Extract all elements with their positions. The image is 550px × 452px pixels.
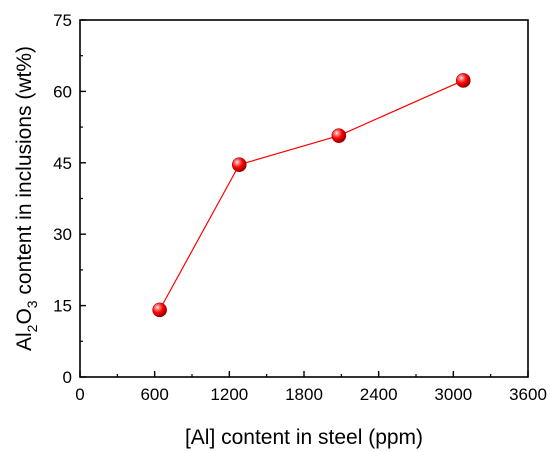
- y-axis-ticks: 0 15 30 45 60 75: [53, 11, 86, 387]
- data-point: [455, 73, 471, 88]
- series-layer: [152, 73, 471, 318]
- y-axis-title-sub1: 2: [24, 324, 40, 332]
- data-point: [331, 128, 347, 143]
- x-tick-label: 3000: [434, 385, 472, 404]
- x-tick-label: 3600: [509, 385, 547, 404]
- y-tick-label: 75: [53, 11, 72, 30]
- data-point: [152, 302, 167, 318]
- plot-frame: [79, 19, 529, 378]
- y-axis-title-mid: O: [13, 308, 36, 324]
- y-axis-title-sub2: 3: [24, 300, 40, 308]
- x-tick-label: 2400: [360, 385, 398, 404]
- y-axis-title: Al2O3 content in inclusions (wt%): [13, 46, 40, 351]
- x-axis-title: [Al] content in steel (ppm): [185, 426, 423, 449]
- y-tick-label: 45: [53, 154, 72, 173]
- y-tick-label: 60: [53, 82, 72, 101]
- y-axis-title-prefix: Al: [13, 332, 36, 351]
- data-point: [231, 157, 247, 173]
- x-tick-label: 1200: [210, 385, 248, 404]
- x-tick-label: 600: [140, 385, 168, 404]
- x-tick-label: 0: [75, 385, 84, 404]
- y-tick-label: 15: [53, 297, 72, 316]
- y-tick-label: 0: [63, 368, 72, 387]
- x-tick-label: 1800: [285, 385, 323, 404]
- x-axis-ticks: 0 600 1200 1800 2400 3000 3600: [75, 371, 547, 404]
- y-axis-title-suffix: content in inclusions (wt%): [13, 46, 36, 300]
- series-line: [159, 79, 464, 311]
- y-tick-label: 30: [53, 225, 72, 244]
